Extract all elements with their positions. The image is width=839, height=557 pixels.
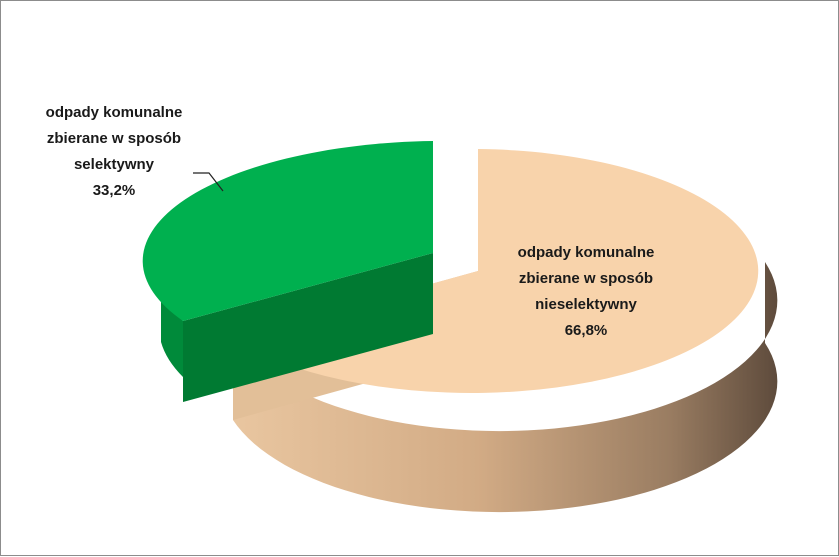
slice-selektywny-front bbox=[183, 253, 433, 402]
label-nieselektywny-line-2: zbierane w sposób bbox=[519, 270, 653, 287]
label-selektywny: odpady komunalne zbierane w sposób selek… bbox=[46, 104, 183, 199]
slice-selektywny-top bbox=[142, 141, 434, 321]
label-nieselektywny-line-3: nieselektywny bbox=[535, 296, 637, 313]
label-nieselektywny-line-1: odpady komunalne bbox=[518, 244, 655, 261]
leader-line bbox=[193, 172, 224, 192]
slice-selektywny-rim bbox=[161, 286, 183, 377]
slice-nieselektywny-side bbox=[233, 262, 778, 513]
label-selektywny-line-3: selektywny bbox=[74, 156, 155, 173]
label-selektywny-line-2: zbierane w sposób bbox=[47, 130, 181, 147]
label-nieselektywny: odpady komunalne zbierane w sposób niese… bbox=[518, 244, 655, 339]
label-nieselektywny-value: 66,8% bbox=[565, 322, 608, 339]
slice-selektywny bbox=[142, 141, 434, 402]
label-selektywny-value: 33,2% bbox=[93, 182, 136, 199]
label-selektywny-line-1: odpady komunalne bbox=[46, 104, 183, 121]
